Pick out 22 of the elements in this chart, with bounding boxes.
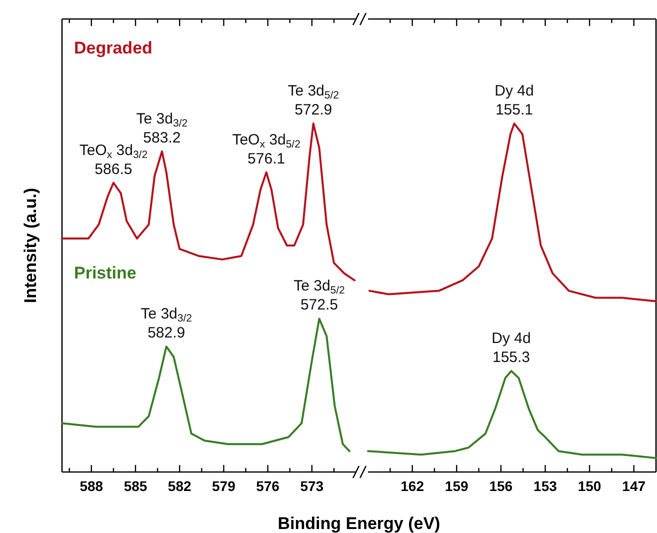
x-tick-label: 162 [400, 478, 424, 494]
x-tick-label: 150 [578, 478, 602, 494]
x-tick-label: 579 [212, 478, 236, 494]
x-tick-label: 156 [489, 478, 513, 494]
annotation: Te 3d$_{5/2}$ 572.9 [288, 82, 340, 119]
x-tick-label: 159 [444, 478, 469, 494]
annotation: Dy 4d 155.3 [492, 330, 531, 366]
annotation: Te 3d$_{5/2}$ 572.5 [294, 278, 346, 314]
x-tick-label: 588 [80, 478, 104, 494]
x-axis-title: Binding Energy (eV) [278, 514, 440, 533]
x-tick-label: 153 [534, 478, 558, 494]
annotation: TeO$_{x}$ 3d$_{5/2}$ 576.1 [232, 131, 301, 168]
x-tick-label: 585 [124, 478, 148, 494]
x-tick-label: 576 [256, 478, 280, 494]
annotation: Te 3d$_{3/2}$ 582.9 [140, 306, 192, 342]
x-tick-label: 573 [300, 478, 324, 494]
x-tick-label: 147 [622, 478, 646, 494]
x-tick-label: 582 [168, 478, 192, 494]
text: Pristine [74, 264, 136, 283]
y-axis-title: Intensity (a.u.) [21, 188, 40, 304]
text: Degraded [74, 38, 152, 58]
annotation: Dy 4d 155.1 [494, 82, 534, 119]
